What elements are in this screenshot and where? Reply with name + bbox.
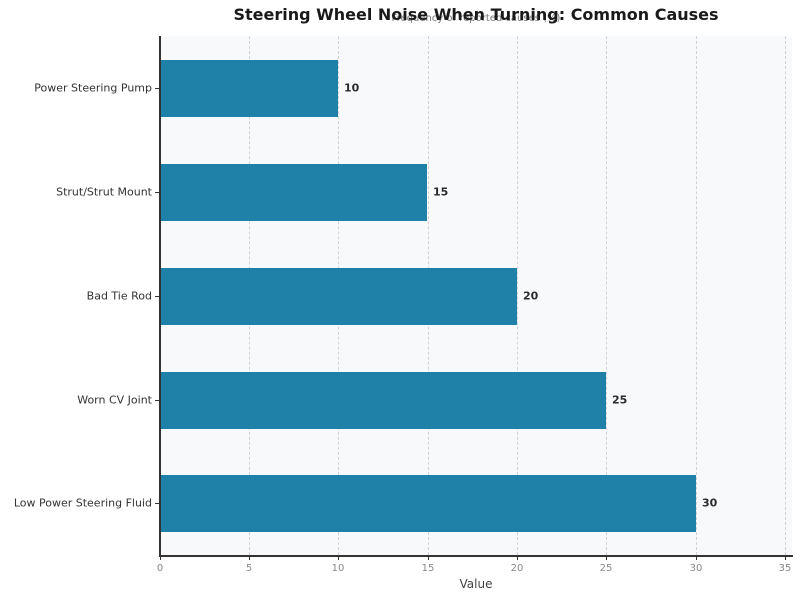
- x-tick: [428, 556, 429, 560]
- bar-worn-cv-joint: [160, 372, 606, 429]
- x-tick-label: 20: [510, 563, 524, 574]
- y-tick: [155, 88, 159, 89]
- x-tick: [160, 556, 161, 560]
- gridline: [606, 36, 607, 555]
- y-tick-label: Strut/Strut Mount: [56, 185, 152, 199]
- x-tick: [249, 556, 250, 560]
- x-tick: [696, 556, 697, 560]
- bar-power-steering-pump: [160, 60, 338, 117]
- x-tick-label: 30: [689, 563, 703, 574]
- x-tick-label: 10: [331, 563, 345, 574]
- gridline: [517, 36, 518, 555]
- x-tick-label: 35: [778, 563, 792, 574]
- y-axis-line: [159, 36, 161, 556]
- x-tick-label: 25: [599, 563, 613, 574]
- x-tick: [517, 556, 518, 560]
- bar-value-label: 10: [344, 81, 360, 95]
- bar-value-label: 15: [433, 185, 449, 199]
- y-tick: [155, 296, 159, 297]
- x-tick-label: 0: [156, 563, 164, 574]
- x-tick-label: 15: [421, 563, 435, 574]
- x-tick-label: 5: [245, 563, 253, 574]
- y-tick-label: Bad Tie Rod: [86, 289, 152, 303]
- gridline: [785, 36, 786, 555]
- x-tick: [338, 556, 339, 560]
- y-tick: [155, 503, 159, 504]
- y-tick-label: Power Steering Pump: [34, 81, 152, 95]
- plot-area: 10 15 20 25 30: [160, 36, 792, 555]
- x-axis-label: Value: [459, 577, 493, 591]
- bar-strut-mount: [160, 164, 427, 221]
- y-tick: [155, 192, 159, 193]
- chart-subtitle: Frequency of reported causes (%): [391, 13, 561, 24]
- y-tick: [155, 400, 159, 401]
- bar-low-power-steering-fluid: [160, 475, 696, 532]
- y-tick-label: Worn CV Joint: [77, 393, 152, 407]
- x-tick: [785, 556, 786, 560]
- bar-bad-tie-rod: [160, 268, 517, 325]
- bar-value-label: 25: [612, 393, 628, 407]
- y-tick-label: Low Power Steering Fluid: [13, 496, 152, 510]
- bar-value-label: 20: [523, 289, 539, 303]
- x-axis-line: [159, 555, 793, 557]
- gridline: [696, 36, 697, 555]
- bar-value-label: 30: [702, 496, 718, 510]
- x-tick: [606, 556, 607, 560]
- chart-title: Steering Wheel Noise When Turning: Commo…: [233, 5, 719, 24]
